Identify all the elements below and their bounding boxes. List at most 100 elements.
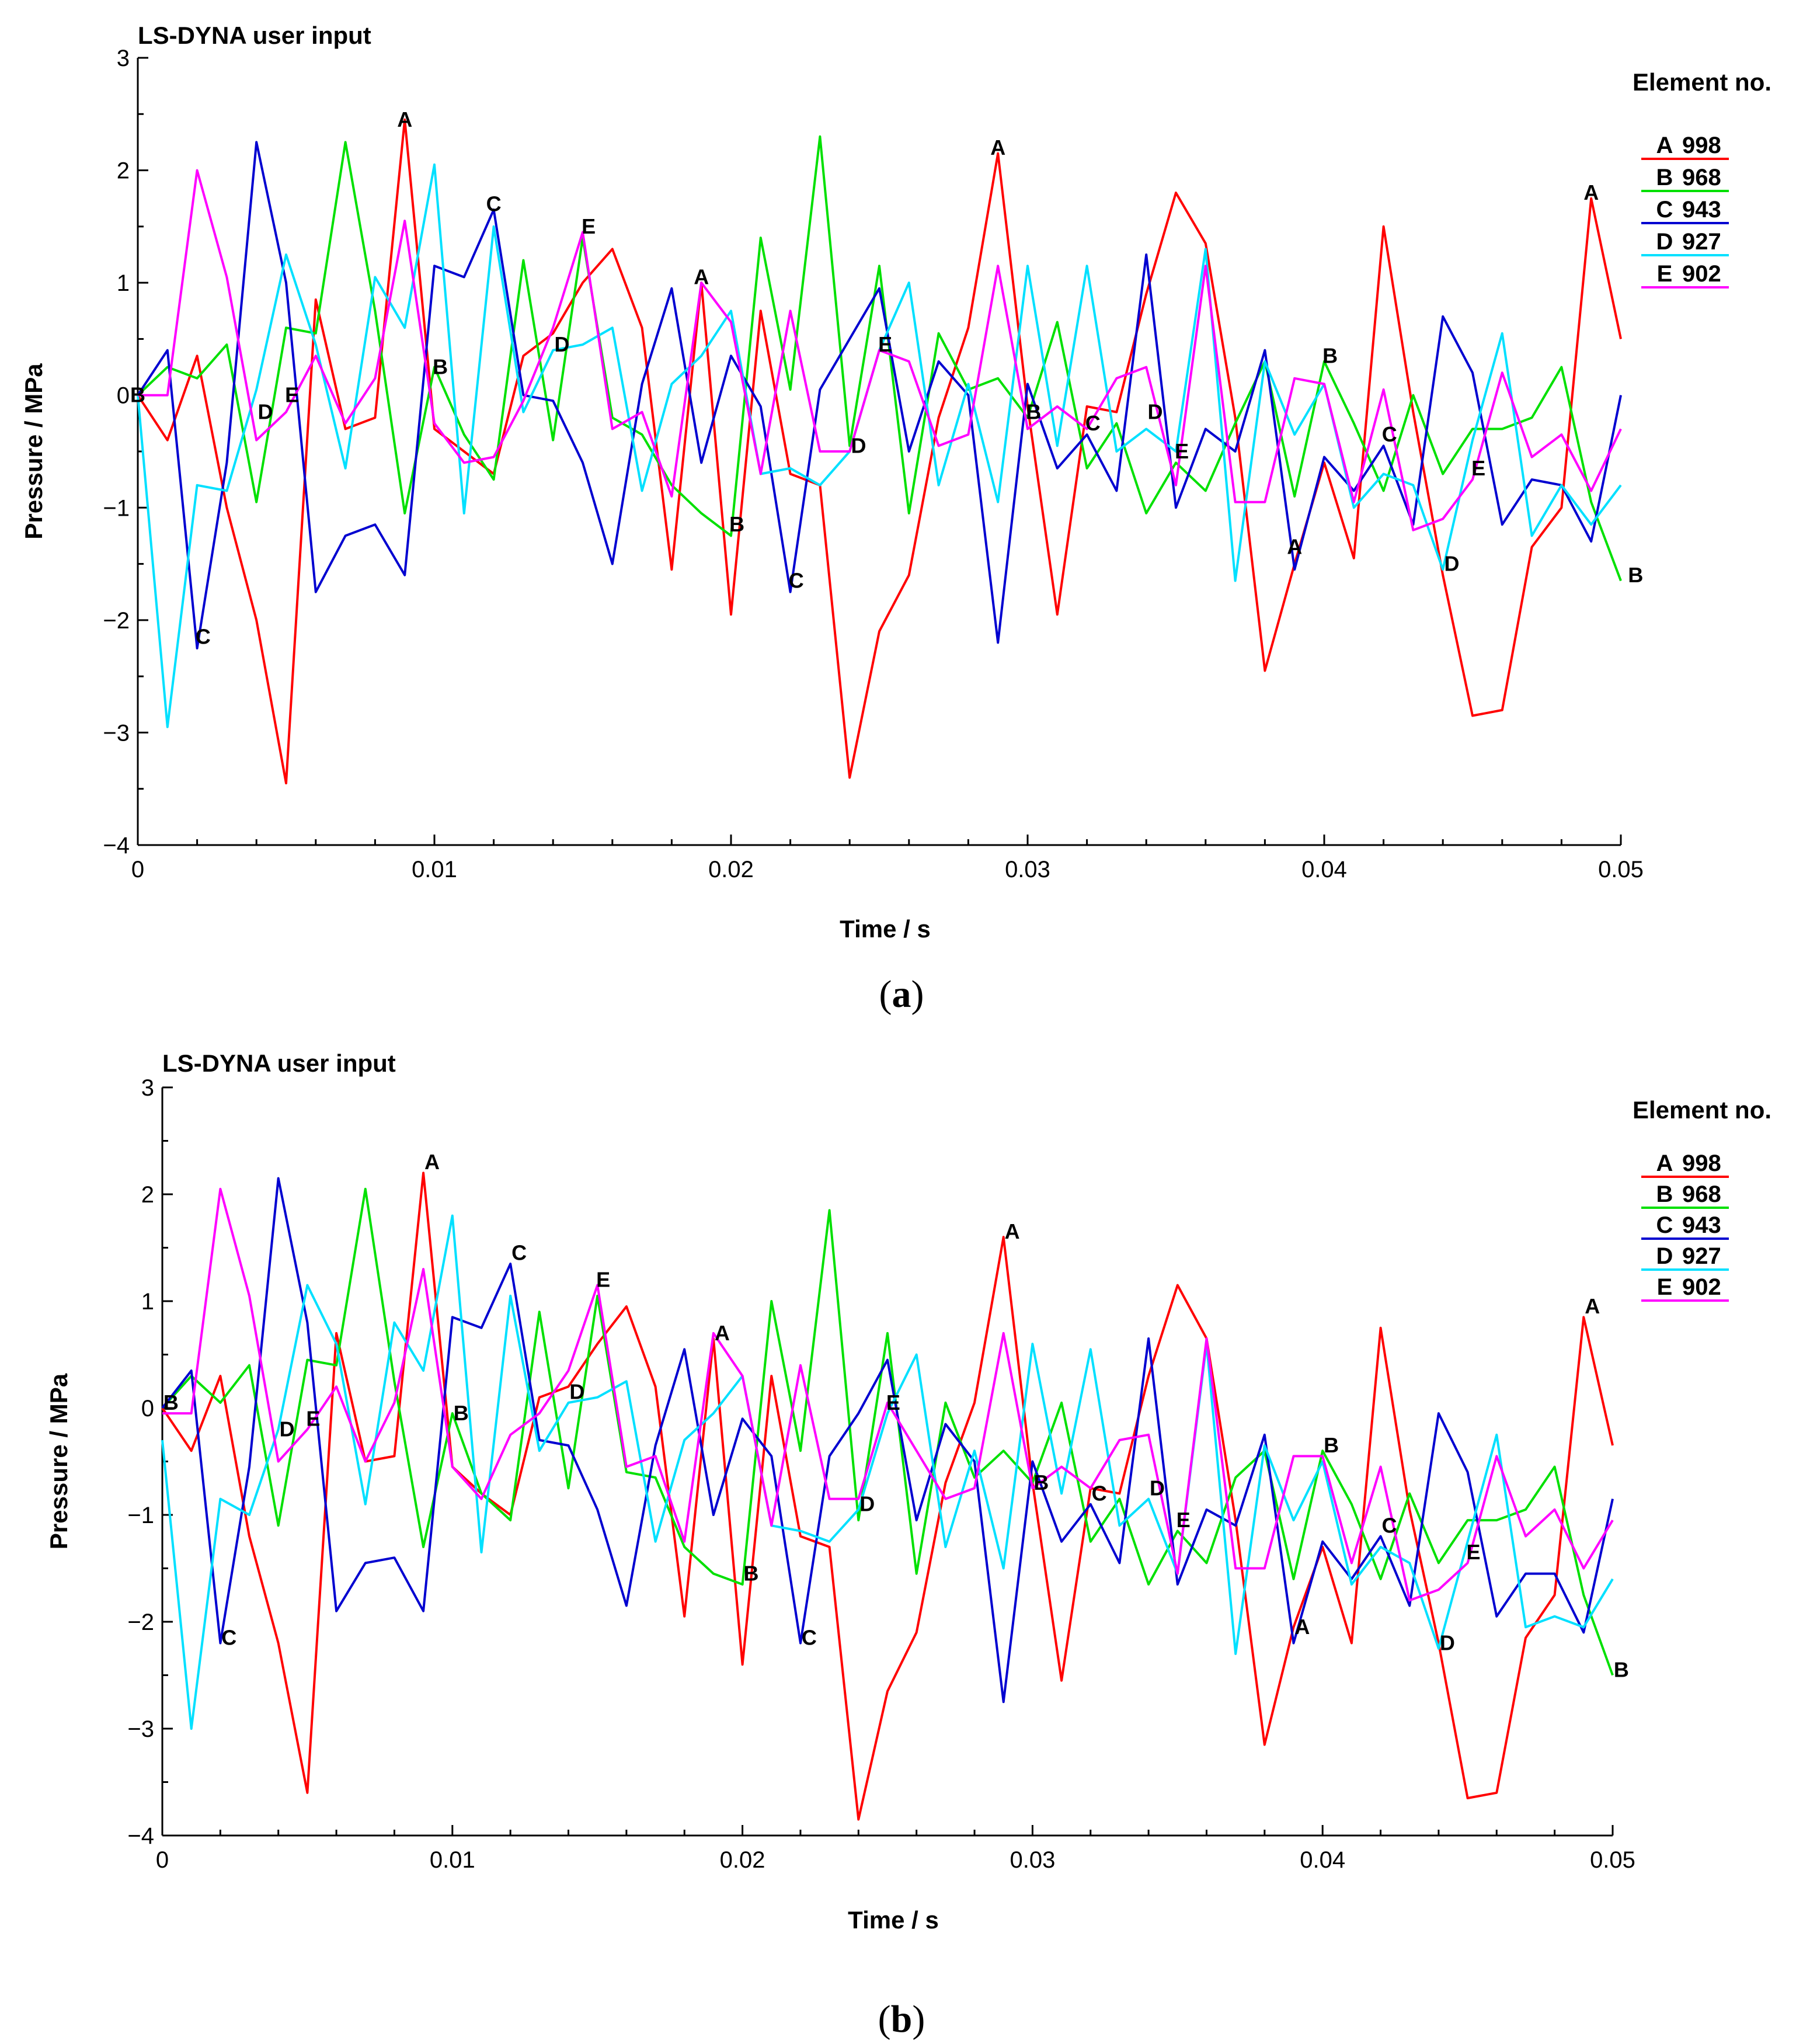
chart-b-y-tick-label: −2 bbox=[127, 1610, 154, 1635]
chart-a-series-line-902 bbox=[138, 169, 1622, 531]
chart-a-legend-value-968: 968 bbox=[1682, 165, 1721, 190]
caption-b: (b) bbox=[878, 1998, 925, 2040]
chart-a-x-tick-label: 0.04 bbox=[1301, 857, 1347, 882]
chart-a-x-tick-label: 0.01 bbox=[412, 857, 457, 882]
chart-b-legend-title: Element no. bbox=[1633, 1096, 1771, 1124]
chart-a-legend-marker-B: B bbox=[1656, 165, 1673, 190]
chart-b-legend-marker-C: C bbox=[1656, 1212, 1673, 1238]
chart-b-series-line-943 bbox=[161, 1177, 1614, 1704]
chart-b-x-tick-label: 0.03 bbox=[1010, 1847, 1055, 1873]
chart-a-x-tick-label: 0.05 bbox=[1598, 857, 1644, 882]
chart-b-series-marker-A: A bbox=[424, 1150, 440, 1174]
chart-a-y-tick-label: 0 bbox=[117, 383, 130, 409]
chart-a-series-marker-A: A bbox=[397, 107, 412, 131]
caption-a-label: a bbox=[892, 973, 911, 1016]
chart-a-y-tick-label: −2 bbox=[103, 608, 130, 634]
caption-b-label: b bbox=[890, 1998, 913, 2040]
chart-a-x-axis-label: Time / s bbox=[840, 915, 931, 943]
chart-a-y-tick-label: −4 bbox=[103, 833, 130, 858]
chart-b-x-tick-label: 0.01 bbox=[430, 1847, 475, 1873]
chart-b-legend-marker-B: B bbox=[1656, 1181, 1673, 1207]
chart-a-series-marker-D: D bbox=[554, 332, 569, 356]
chart-a-series-marker-D: D bbox=[851, 433, 866, 457]
chart-a-series-marker-B: B bbox=[729, 512, 744, 536]
chart-a-legend-title: Element no. bbox=[1633, 68, 1771, 96]
chart-b-series-marker-D: D bbox=[280, 1417, 295, 1441]
chart-a-series-marker-E: E bbox=[1471, 456, 1485, 480]
chart-a-series-marker-E: E bbox=[285, 383, 299, 407]
chart-b-legend-value-943: 943 bbox=[1682, 1212, 1721, 1238]
chart-a-y-tick-label: 2 bbox=[117, 158, 130, 184]
chart-a-series-marker-D: D bbox=[1444, 552, 1459, 576]
chart-b-y-tick-label: 3 bbox=[141, 1075, 154, 1101]
chart-a-y-tick-label: 3 bbox=[117, 46, 130, 71]
chart-b-series-marker-D: D bbox=[569, 1380, 584, 1404]
chart-a-series-marker-D: D bbox=[257, 400, 273, 424]
chart-b-x-axis-label: Time / s bbox=[848, 1906, 939, 1934]
chart-b-legend-marker-A: A bbox=[1656, 1150, 1673, 1176]
caption-a: (a) bbox=[879, 973, 924, 1016]
chart-a-series-line-943 bbox=[137, 141, 1622, 649]
chart-a-series-marker-C: C bbox=[1085, 411, 1101, 435]
chart-b-series-marker-B: B bbox=[1033, 1471, 1049, 1494]
chart-b-series-marker-C: C bbox=[802, 1625, 817, 1649]
chart-b-series-marker-C: C bbox=[1381, 1513, 1397, 1537]
chart-b-x-tick-label: 0.02 bbox=[720, 1847, 765, 1873]
chart-b-y-tick-label: −3 bbox=[127, 1716, 154, 1742]
chart-b-x-tick-label: 0.04 bbox=[1300, 1847, 1345, 1873]
chart-panel-a: LS-DYNA user input 3 2 1 0 −1 −2 −3 −4 0 0.01 0.02 0… bbox=[0, 0, 1803, 1016]
chart-b-y-tick-label: 0 bbox=[141, 1396, 154, 1421]
chart-a-legend-value-943: 943 bbox=[1682, 197, 1721, 223]
chart-b-series-line-968 bbox=[161, 1187, 1614, 1676]
chart-b-legend-value-968: 968 bbox=[1682, 1181, 1721, 1207]
chart-a-series-marker-E: E bbox=[878, 332, 892, 356]
chart-a-series-marker-B: B bbox=[130, 383, 145, 407]
chart-a-series-marker-A: A bbox=[990, 135, 1005, 159]
chart-a-series-marker-D: D bbox=[1147, 400, 1162, 424]
chart-a-series-marker-B: B bbox=[1628, 563, 1643, 587]
chart-a-legend-marker-E: E bbox=[1657, 261, 1673, 287]
chart-b-series-line-927 bbox=[161, 1214, 1614, 1730]
chart-b-series-marker-A: A bbox=[1005, 1219, 1020, 1243]
chart-b-y-tick-label: −4 bbox=[127, 1823, 154, 1849]
chart-a-series-marker-A: A bbox=[694, 265, 709, 289]
chart-b-series-marker-E: E bbox=[1177, 1508, 1191, 1532]
chart-a-series-marker-C: C bbox=[1382, 422, 1397, 446]
chart-b-series-marker-C: C bbox=[221, 1625, 236, 1649]
chart-a-series-marker-A: A bbox=[1583, 180, 1599, 204]
chart-b-title: LS-DYNA user input bbox=[162, 1049, 396, 1077]
chart-b-series-marker-D: D bbox=[859, 1492, 875, 1516]
chart-b-series-line-902 bbox=[162, 1187, 1614, 1602]
chart-a-legend-value-998: 998 bbox=[1682, 133, 1721, 158]
chart-b-x-tick-label: 0 bbox=[156, 1847, 169, 1873]
chart-b-series-marker-B: B bbox=[744, 1562, 759, 1586]
chart-a-series-marker-B: B bbox=[1322, 343, 1338, 367]
chart-b-series-marker-C: C bbox=[511, 1241, 527, 1265]
chart-a-title: LS-DYNA user input bbox=[138, 22, 371, 49]
chart-b-legend-marker-D: D bbox=[1656, 1243, 1673, 1269]
chart-b-series-marker-B: B bbox=[1324, 1433, 1339, 1457]
chart-a-legend-marker-C: C bbox=[1656, 197, 1673, 223]
chart-b-y-tick-label: 1 bbox=[141, 1289, 154, 1315]
chart-b-y-tick-label: −1 bbox=[127, 1503, 154, 1528]
chart-b-series-marker-E: E bbox=[596, 1267, 610, 1291]
chart-b-series-marker-B: B bbox=[1614, 1657, 1629, 1681]
chart-b-series-line-998 bbox=[161, 1172, 1614, 1821]
chart-b-series-marker-A: A bbox=[715, 1321, 730, 1345]
chart-a-x-tick-label: 0.03 bbox=[1005, 857, 1050, 882]
chart-b-series-marker-B: B bbox=[163, 1391, 179, 1414]
chart-a-legend-value-927: 927 bbox=[1682, 229, 1721, 255]
chart-a-legend-value-902: 902 bbox=[1682, 261, 1721, 287]
chart-panel-b: LS-DYNA user input 3 2 1 0 −1 −2 −3 −4 0 0.01 0.02 0… bbox=[0, 1016, 1803, 2041]
chart-a-legend-marker-A: A bbox=[1656, 133, 1673, 158]
chart-a-x-tick-label: 0.02 bbox=[708, 857, 754, 882]
chart-b-legend-value-998: 998 bbox=[1682, 1150, 1721, 1176]
chart-a-y-axis-label: Pressure / MPa bbox=[20, 363, 47, 540]
chart-b-series-marker-B: B bbox=[454, 1401, 469, 1425]
chart-a-series-line-968 bbox=[137, 135, 1622, 582]
chart-a-series-marker-E: E bbox=[582, 214, 596, 238]
chart-b-y-axis-label: Pressure / MPa bbox=[45, 1373, 72, 1549]
chart-a-y-tick-label: −1 bbox=[103, 495, 130, 521]
